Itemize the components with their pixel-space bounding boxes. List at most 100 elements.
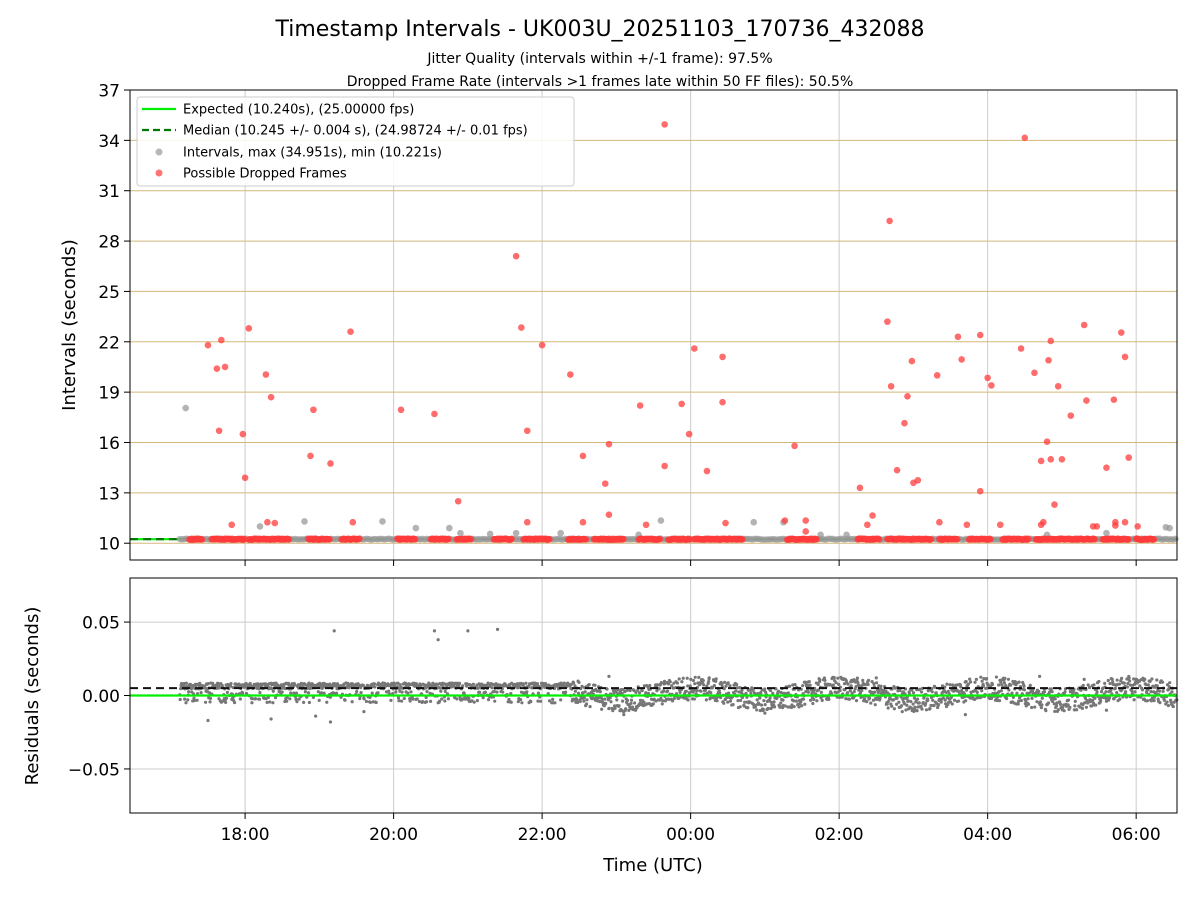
residual-point <box>1092 683 1096 687</box>
residual-point <box>1062 709 1066 713</box>
residual-point <box>1128 679 1132 683</box>
residual-point <box>891 698 896 702</box>
residual-point <box>1056 708 1060 712</box>
residual-point <box>518 698 523 702</box>
residual-point <box>900 710 904 714</box>
residual-point <box>256 684 260 688</box>
residual-point <box>844 697 848 701</box>
residual-point <box>612 704 617 708</box>
residual-point <box>192 699 197 703</box>
residual-point <box>910 688 914 692</box>
dropped-frame-point <box>431 410 438 418</box>
residual-point <box>763 702 767 707</box>
residual-point <box>966 682 970 686</box>
residual-point <box>611 709 615 713</box>
residual-point <box>760 703 764 707</box>
residual-point <box>1148 679 1152 683</box>
residual-point <box>406 691 410 695</box>
residual-point <box>788 684 792 688</box>
dropped-frame-point <box>1043 438 1051 445</box>
residual-point <box>1146 683 1150 687</box>
residual-point <box>438 686 442 690</box>
residual-point <box>726 700 730 704</box>
residual-point <box>968 677 972 681</box>
dropped-frame-point <box>523 518 531 526</box>
residual-point <box>758 709 762 713</box>
dropped-frame-point <box>954 333 962 341</box>
residual-point <box>1005 697 1009 701</box>
residual-point <box>911 702 915 706</box>
dropped-frame-point <box>1058 455 1066 463</box>
interval-point <box>1172 535 1179 543</box>
residual-point <box>362 697 366 701</box>
residual-point <box>792 704 796 709</box>
residual-point <box>297 697 301 701</box>
residual-point <box>400 699 404 703</box>
residual-point <box>794 699 798 703</box>
residual-point <box>771 691 775 695</box>
residual-point <box>1004 683 1008 688</box>
residual-point <box>1019 698 1023 703</box>
residual-point <box>1130 689 1134 693</box>
residual-point <box>769 700 774 704</box>
residual-point <box>1015 691 1019 695</box>
residual-point <box>208 696 213 701</box>
residual-point <box>708 696 712 700</box>
residual-point <box>269 717 273 721</box>
residual-point <box>608 696 612 700</box>
dropped-frame-point <box>908 357 916 365</box>
residual-point <box>1103 681 1107 685</box>
residual-point <box>956 699 961 703</box>
intervals-y-axis-label: Intervals (seconds) <box>59 239 80 411</box>
dropped-frame-point <box>739 536 746 543</box>
residual-point <box>184 681 189 685</box>
dropped-frame-point <box>802 528 810 535</box>
residual-point <box>575 698 579 702</box>
residual-point <box>1054 704 1059 708</box>
residuals-y-tick-label: −0.05 <box>68 760 120 780</box>
residual-point <box>865 700 869 704</box>
residual-point <box>580 684 584 688</box>
residual-point <box>1033 705 1037 709</box>
residual-point <box>535 682 540 686</box>
residual-point <box>493 699 497 703</box>
residual-point <box>1058 700 1062 704</box>
residual-point <box>439 689 443 693</box>
residual-point <box>824 684 828 688</box>
residual-point <box>417 699 422 704</box>
residual-point <box>943 698 947 702</box>
dropped-frame-point <box>1110 396 1118 403</box>
residual-point <box>622 712 626 717</box>
residual-point <box>822 676 827 680</box>
residual-point <box>1095 690 1099 694</box>
residual-point <box>1068 705 1072 709</box>
dropped-frame-point <box>218 336 225 344</box>
residual-point <box>816 682 820 687</box>
residual-point <box>1165 700 1169 704</box>
residual-point <box>443 699 447 703</box>
dropped-frame-point <box>204 341 212 349</box>
dropped-frame-point <box>546 535 553 543</box>
residual-point <box>846 682 850 686</box>
residuals-x-tick-label: 18:00 <box>221 825 270 845</box>
residual-point <box>782 691 786 695</box>
residual-point <box>768 696 772 700</box>
residual-point <box>758 696 762 700</box>
residual-point <box>361 683 365 687</box>
residual-point <box>823 678 827 682</box>
dropped-frame-point <box>976 487 984 495</box>
dropped-frame-point <box>1047 337 1055 345</box>
residual-point <box>950 702 954 706</box>
dropped-frame-point <box>285 536 293 543</box>
residual-point <box>854 699 859 703</box>
residual-point <box>659 696 663 700</box>
residual-point <box>576 700 580 705</box>
residual-point <box>573 689 577 693</box>
residual-point <box>229 681 233 686</box>
residual-point <box>600 707 604 711</box>
interval-point <box>1103 529 1110 537</box>
residual-point <box>415 697 419 701</box>
intervals-y-tick-label: 31 <box>98 182 120 202</box>
dropped-frame-point <box>605 440 613 448</box>
residual-point <box>289 691 293 695</box>
